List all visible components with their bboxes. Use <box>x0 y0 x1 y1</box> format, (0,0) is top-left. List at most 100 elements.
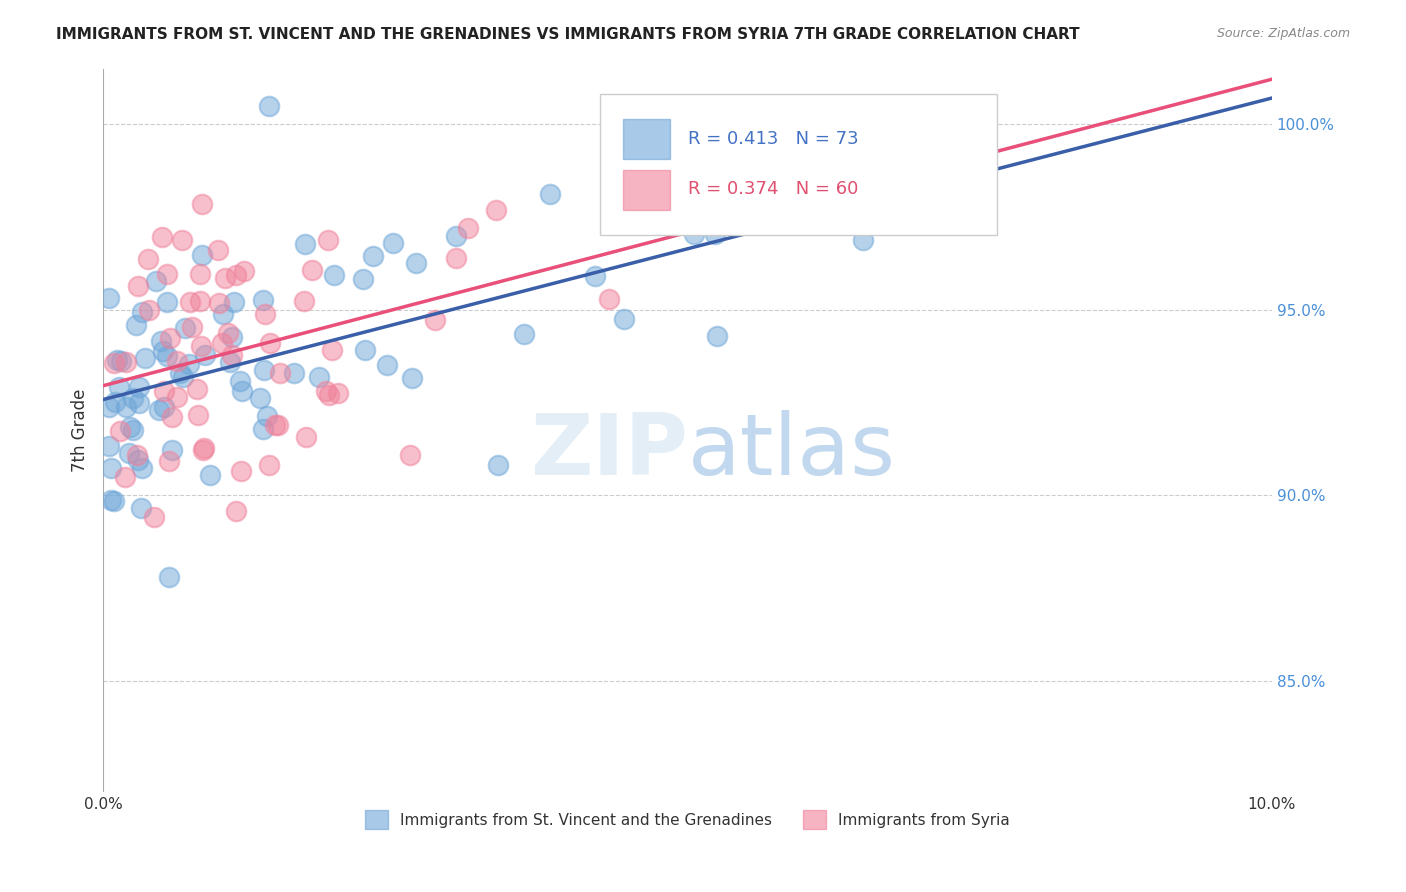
Point <box>444 228 467 243</box>
Y-axis label: 7th Grade: 7th Grade <box>72 389 89 472</box>
Point <box>174 321 197 335</box>
Point <box>114 470 136 484</box>
Point <box>267 417 290 432</box>
Point <box>148 403 170 417</box>
Text: atlas: atlas <box>688 410 896 493</box>
Point <box>316 233 339 247</box>
Point <box>401 371 423 385</box>
Point <box>294 430 316 444</box>
Point <box>214 270 236 285</box>
Point <box>108 424 131 438</box>
Point <box>683 227 706 242</box>
Point <box>156 294 179 309</box>
Point <box>613 311 636 326</box>
Point <box>191 442 214 457</box>
Point <box>249 391 271 405</box>
Point <box>704 227 727 241</box>
Point <box>128 396 150 410</box>
Point <box>353 343 375 357</box>
Point <box>217 326 239 341</box>
Point <box>188 293 211 308</box>
Point <box>138 303 160 318</box>
Point <box>166 390 188 404</box>
Point <box>114 355 136 369</box>
Point <box>225 268 247 282</box>
Point <box>159 331 181 345</box>
Point <box>103 356 125 370</box>
Point <box>361 249 384 263</box>
Point <box>538 186 561 201</box>
Point <box>125 448 148 462</box>
Point <box>269 367 291 381</box>
Point <box>399 448 422 462</box>
Point <box>128 380 150 394</box>
Point <box>98 291 121 305</box>
Point <box>225 503 247 517</box>
Point <box>187 408 209 422</box>
Point <box>100 493 122 508</box>
Point <box>252 422 274 436</box>
Point <box>131 461 153 475</box>
Point <box>486 458 509 472</box>
Point <box>110 354 132 368</box>
Point <box>118 446 141 460</box>
Legend: Immigrants from St. Vincent and the Grenadines, Immigrants from Syria: Immigrants from St. Vincent and the Gren… <box>359 804 1017 835</box>
Point <box>156 349 179 363</box>
Point <box>381 236 404 251</box>
Point <box>190 267 212 281</box>
Point <box>301 263 323 277</box>
Point <box>253 363 276 377</box>
Point <box>212 307 235 321</box>
Point <box>257 98 280 112</box>
Point <box>145 274 167 288</box>
Point <box>229 374 252 388</box>
Point <box>194 348 217 362</box>
Point <box>131 305 153 319</box>
Point <box>142 510 165 524</box>
Point <box>131 501 153 516</box>
Point <box>318 388 340 402</box>
Text: R = 0.413   N = 73: R = 0.413 N = 73 <box>688 129 858 148</box>
Point <box>156 267 179 281</box>
Text: R = 0.374   N = 60: R = 0.374 N = 60 <box>688 180 858 198</box>
Point <box>125 318 148 333</box>
Point <box>191 197 214 211</box>
Point <box>190 339 212 353</box>
Text: IMMIGRANTS FROM ST. VINCENT AND THE GRENADINES VS IMMIGRANTS FROM SYRIA 7TH GRAD: IMMIGRANTS FROM ST. VINCENT AND THE GREN… <box>56 27 1080 42</box>
Point <box>98 439 121 453</box>
Point <box>160 410 183 425</box>
Point <box>835 98 858 112</box>
Point <box>254 308 277 322</box>
Point <box>257 458 280 473</box>
Point <box>232 264 254 278</box>
Point <box>172 370 194 384</box>
Text: ZIP: ZIP <box>530 410 688 493</box>
Point <box>352 272 374 286</box>
Point <box>153 384 176 398</box>
Point <box>785 204 807 219</box>
Point <box>136 252 159 267</box>
Point <box>157 570 180 584</box>
Point <box>211 335 233 350</box>
Point <box>308 370 330 384</box>
Point <box>620 211 643 225</box>
Point <box>598 292 620 306</box>
Point <box>118 419 141 434</box>
Point <box>457 221 479 235</box>
Point <box>160 443 183 458</box>
Point <box>208 296 231 310</box>
Point <box>108 379 131 393</box>
Point <box>104 395 127 409</box>
Point <box>259 335 281 350</box>
Text: Source: ZipAtlas.com: Source: ZipAtlas.com <box>1216 27 1350 40</box>
Point <box>375 358 398 372</box>
Point <box>149 334 172 348</box>
Point <box>186 382 208 396</box>
FancyBboxPatch shape <box>600 94 997 235</box>
Point <box>179 357 201 371</box>
Point <box>221 330 243 344</box>
Point <box>169 366 191 380</box>
Point <box>221 348 243 362</box>
Point <box>256 409 278 424</box>
Point <box>179 294 201 309</box>
